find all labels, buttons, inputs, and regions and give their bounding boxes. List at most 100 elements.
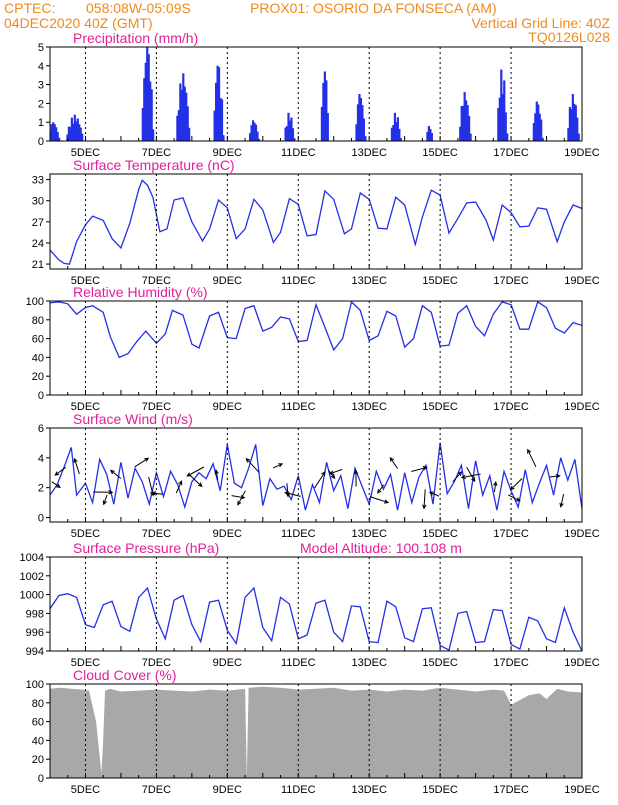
precip-bar xyxy=(254,124,258,141)
wind-arrow xyxy=(93,490,114,495)
series-line xyxy=(50,179,582,265)
precip-bar xyxy=(152,129,155,141)
precip-bar xyxy=(222,135,225,141)
header-grid-line-note: Vertical Grid Line: 40Z xyxy=(471,15,610,31)
y-tick-label: 5 xyxy=(38,42,44,54)
grid-lines xyxy=(84,684,512,778)
precip-bar xyxy=(393,112,397,141)
x-tick-label: 19DEC xyxy=(564,657,600,669)
x-tick-label: 19DEC xyxy=(564,784,600,796)
precip-bar xyxy=(463,92,466,141)
wind-arrow xyxy=(460,473,481,480)
wind-arrow xyxy=(51,481,61,489)
x-tick-label: 11DEC xyxy=(281,784,316,796)
precip-bar xyxy=(76,118,79,141)
precip-bar xyxy=(256,131,259,141)
precip-bar xyxy=(320,106,324,141)
wind-arrow xyxy=(245,457,260,474)
x-tick-label: 15DEC xyxy=(422,657,458,669)
series-line xyxy=(50,301,582,359)
precip-bar xyxy=(177,110,180,141)
x-tick-label: 7DEC xyxy=(142,401,171,413)
y-tick-label: 20 xyxy=(32,754,44,766)
panel-title: Relative Humidity (%) xyxy=(73,284,208,300)
precip-bar xyxy=(398,128,401,141)
panel-rh: Relative Humidity (%) 0 20 40 60 80 100 5DEC 7DE… xyxy=(26,284,600,413)
panel-wind: Surface Wind (m/s) 0 2 4 6 5DEC 7DEC 9DEC 11DEC 1… xyxy=(38,411,600,540)
precip-bar xyxy=(284,127,287,141)
precip-bar xyxy=(182,73,185,141)
precip-bar xyxy=(180,89,183,141)
wind-arrow xyxy=(214,469,219,481)
precip-bar xyxy=(251,120,255,141)
precip-bar xyxy=(500,69,503,141)
precip-bar xyxy=(427,125,431,141)
grid-lines xyxy=(84,557,512,651)
precip-bar xyxy=(146,47,149,141)
y-tick-label: 21 xyxy=(32,259,44,271)
panel-title: Surface Temperature (nC) xyxy=(73,157,235,173)
y-tick-label: 27 xyxy=(32,217,44,229)
x-tick-label: 17DEC xyxy=(493,528,529,540)
wind-arrow xyxy=(428,491,440,497)
x-tick-label: 13DEC xyxy=(351,528,387,540)
precip-bar xyxy=(287,112,290,141)
precip-bar xyxy=(568,106,571,141)
y-tick-label: 30 xyxy=(32,196,44,208)
y-tick-label: 60 xyxy=(32,334,44,346)
precip-bar xyxy=(574,105,577,141)
x-tick-label: 11DEC xyxy=(281,147,316,159)
precip-bar xyxy=(501,93,504,141)
y-tick-label: 6 xyxy=(38,423,44,435)
precip-bar xyxy=(362,118,365,141)
panel-frame xyxy=(49,300,583,396)
series-line xyxy=(50,586,582,651)
y-tick-label: 100 xyxy=(26,679,44,691)
y-tick-label: 40 xyxy=(32,352,44,364)
precip-bar xyxy=(426,131,429,141)
panel-frame xyxy=(49,427,583,523)
y-tick-label: 4 xyxy=(38,453,44,465)
precip-bar xyxy=(538,113,541,141)
grid-lines xyxy=(84,301,512,395)
wind-arrow xyxy=(493,480,498,493)
precip-bar xyxy=(535,101,538,141)
precip-bar xyxy=(79,127,82,141)
y-tick-label: 3 xyxy=(38,80,44,92)
x-tick-label: 17DEC xyxy=(493,657,529,669)
y-tick-label: 60 xyxy=(32,717,44,729)
precip-bar xyxy=(185,92,188,141)
precip-bar xyxy=(81,133,84,141)
x-tick-label: 13DEC xyxy=(351,657,387,669)
x-tick-label: 7DEC xyxy=(142,528,171,540)
y-tick-label: 2 xyxy=(38,98,44,110)
precip-bar xyxy=(78,124,81,141)
x-tick-label: 5DEC xyxy=(71,401,100,413)
grid-lines xyxy=(84,428,512,522)
header-station: PROX01: OSORIO DA FONSECA (AM) xyxy=(250,0,497,16)
y-tick-label: 0 xyxy=(38,513,44,525)
x-tick-label: 19DEC xyxy=(564,401,600,413)
wind-arrow xyxy=(411,466,428,472)
x-tick-label: 19DEC xyxy=(564,275,600,287)
panel-title: Precipitation (mm/h) xyxy=(73,30,198,46)
precip-bar xyxy=(466,105,469,141)
precip-bar xyxy=(506,133,509,141)
precip-bar xyxy=(356,104,360,141)
precip-bar xyxy=(186,106,189,141)
precip-bar xyxy=(248,133,252,141)
precip-bar xyxy=(358,94,361,141)
x-tick-label: 9DEC xyxy=(213,528,242,540)
precip-bar xyxy=(66,134,69,141)
x-tick-label: 7DEC xyxy=(142,147,171,159)
precip-bar xyxy=(577,133,580,141)
precip-bar xyxy=(213,110,216,141)
precip-bar xyxy=(460,105,463,141)
y-tick-label: 2 xyxy=(38,483,44,495)
precip-bar xyxy=(364,136,367,141)
precip-bar xyxy=(573,103,576,141)
header-start-time: 04DEC2020 40Z (GMT) xyxy=(4,15,153,31)
x-tick-label: 13DEC xyxy=(351,275,387,287)
x-tick-label: 7DEC xyxy=(142,275,171,287)
